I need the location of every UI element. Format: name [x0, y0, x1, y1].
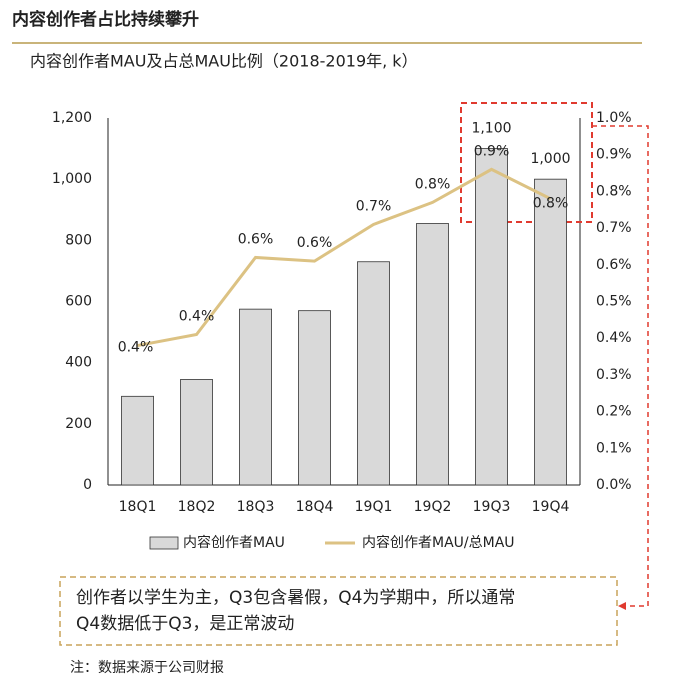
- bar: [180, 379, 213, 486]
- tick-label: 0: [83, 477, 92, 493]
- arrow-head: [618, 602, 626, 610]
- line: [137, 167, 552, 348]
- legend-swatch: [149, 536, 179, 550]
- tick-label: 0.1%: [596, 440, 632, 456]
- tick-label: 200: [65, 416, 92, 432]
- bar: [121, 395, 154, 486]
- bar: [475, 148, 508, 486]
- callout-box: [59, 576, 618, 646]
- value-label: 0.9%: [474, 143, 510, 159]
- value-label: 0.6%: [238, 231, 274, 247]
- x-tick-label: 18Q4: [296, 499, 334, 515]
- tick-label: 0.5%: [596, 294, 632, 310]
- callout-text: 创作者以学生为主，Q3包含暑假，Q4为学期中，所以通常: [76, 588, 515, 608]
- x-tick-label: 18Q1: [119, 499, 157, 515]
- note: 注：数据来源于公司财报: [70, 660, 224, 676]
- bar: [357, 261, 390, 486]
- x-tick-label: 18Q3: [237, 499, 275, 515]
- bar: [534, 178, 567, 486]
- value-label: 0.8%: [533, 196, 569, 212]
- bar: [239, 308, 272, 486]
- legend-label: 内容创作者MAU: [183, 534, 285, 551]
- value-label: 0.6%: [297, 235, 333, 251]
- value-label: 0.7%: [356, 198, 392, 214]
- tick-label: 400: [65, 355, 92, 371]
- value-label: 0.4%: [179, 309, 215, 325]
- highlight-box: [460, 102, 593, 223]
- tick-label: 600: [65, 294, 92, 310]
- x-tick-label: 19Q2: [414, 499, 452, 515]
- callout-arrow: [592, 125, 649, 607]
- x-tick-label: 19Q1: [355, 499, 393, 515]
- tick-label: 0.8%: [596, 183, 632, 199]
- callout-text: Q4数据低于Q3，是正常波动: [76, 614, 294, 634]
- value-label: 0.8%: [415, 176, 451, 192]
- chart-subtitle: 内容创作者MAU及占总MAU比例（2018-2019年, k）: [30, 52, 418, 71]
- page-title: 内容创作者占比持续攀升: [12, 9, 199, 30]
- tick-label: 0.4%: [596, 330, 632, 346]
- x-tick-label: 19Q4: [532, 499, 570, 515]
- value-label: 1,100: [471, 121, 511, 137]
- tick-label: 0.0%: [596, 477, 632, 493]
- tick-label: 0.2%: [596, 404, 632, 420]
- tick-label: 800: [65, 232, 92, 248]
- tick-label: 0.7%: [596, 220, 632, 236]
- tick-label: 1,200: [52, 110, 92, 126]
- bar: [298, 310, 331, 486]
- value-label: 1,000: [530, 151, 570, 167]
- tick-label: 1.0%: [596, 110, 632, 126]
- tick-label: 0.6%: [596, 257, 632, 273]
- tick-label: 0.3%: [596, 367, 632, 383]
- legend-label: 内容创作者MAU/总MAU: [362, 534, 515, 551]
- value-label: 0.4%: [118, 340, 154, 356]
- tick-label: 0.9%: [596, 147, 632, 163]
- tick-label: 1,000: [52, 171, 92, 187]
- bar: [416, 223, 449, 486]
- x-tick-label: 19Q3: [473, 499, 511, 515]
- x-tick-label: 18Q2: [178, 499, 216, 515]
